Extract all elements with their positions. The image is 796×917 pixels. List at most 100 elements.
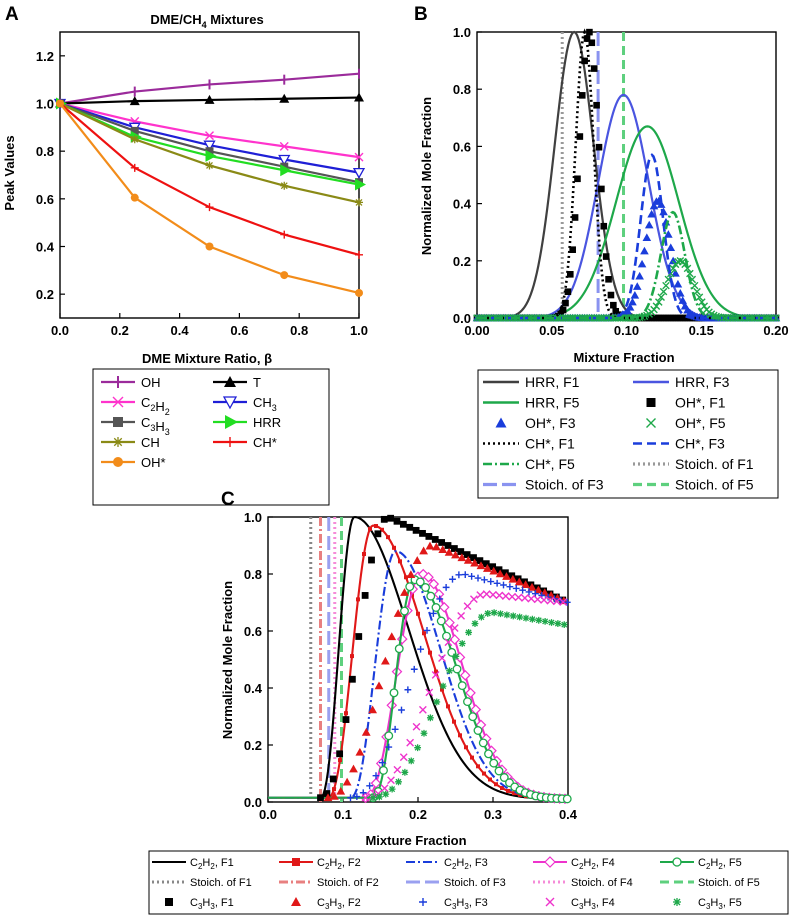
data-point-OH*, F1: [576, 133, 584, 140]
data-point-C3H3, F3: [378, 759, 386, 767]
data-point-CH*: [280, 230, 289, 239]
data-point-C3H3, F1: [361, 592, 369, 599]
legend-label-part: H: [710, 897, 718, 909]
legend-label-part: H: [155, 419, 164, 434]
legend-label-part: , F3: [469, 857, 488, 869]
data-point-C2H2, F2: [470, 755, 474, 760]
panel-b-ylabel: Normalized Mole Fraction: [419, 97, 434, 255]
legend-label-OH: OH: [141, 375, 161, 390]
data-point-C2H2, F4: [465, 687, 476, 699]
data-point-C3H3, F2: [521, 580, 531, 589]
data-point-C3H3, F2: [533, 585, 543, 594]
data-point-C2H2, F5: [405, 582, 415, 592]
data-point-C3H3, F5: [465, 629, 473, 636]
data-point-C3H3, F3: [436, 595, 444, 603]
legend-label-C2H2, F1: C2H2, F1: [190, 857, 234, 871]
data-point-C2H2, F2: [458, 733, 462, 738]
data-point-C3H3, F4: [469, 595, 478, 603]
data-point-C2H2, F5: [421, 583, 430, 592]
legend-label-C3H3: C3H3: [141, 415, 170, 437]
data-point-OH*, F3: [640, 246, 649, 255]
data-point-C2H2, F5: [379, 765, 388, 775]
legend-label-part: C: [444, 897, 452, 909]
data-point-OH*, F1: [569, 246, 576, 253]
data-point-C2H2, F5: [384, 731, 394, 741]
panel-c-x-tick-label: 0.2: [409, 807, 427, 822]
panel-a-y-tick-label: 1.0: [36, 97, 54, 112]
data-point-C3H3, F1: [457, 548, 465, 555]
data-point-C2H2, F5: [457, 681, 467, 691]
legend-label-C2H2, F3: C2H2, F3: [444, 857, 488, 871]
data-point-C3H3, F2: [419, 546, 429, 555]
legend-label-C3H3, F3: C3H3, F3: [444, 897, 488, 911]
data-point-C3H3, F4: [546, 596, 555, 605]
legend-label-part: 2: [325, 862, 330, 871]
data-point-C3H3, F3: [493, 579, 501, 587]
data-point-C3H3, F4: [476, 591, 485, 599]
data-point-C2H2, F2: [416, 611, 420, 616]
data-point-C3H3, F2: [489, 566, 499, 575]
panel-a-title: DME/CH4 Mixtures: [150, 12, 263, 30]
data-point-C3H3, F1: [317, 794, 324, 802]
data-point-OH*, F3: [642, 233, 652, 242]
legend-label-part: 3: [464, 902, 469, 911]
data-point-C2H2, F4: [444, 617, 455, 628]
data-point-C3H3, F4: [552, 597, 561, 606]
data-point-C3H3, F4: [482, 590, 491, 598]
legend-label-part: 3: [210, 902, 215, 911]
legend-label-part: C: [698, 857, 706, 869]
data-point-C3H3, F3: [512, 585, 520, 592]
data-point-C3H3, F5: [452, 653, 460, 660]
data-point-C3H3, F1: [444, 542, 452, 549]
legend-label-CH*, F3: CH*, F3: [675, 436, 725, 452]
data-point-C2H2, F5: [389, 688, 399, 698]
legend-label-part: 2: [198, 862, 203, 871]
data-point-OH*, F5: [652, 302, 661, 311]
data-point-C3H3, F1: [508, 572, 516, 580]
data-point-HRR: [205, 149, 217, 162]
legend-label-part: C: [698, 897, 706, 909]
data-point-C3H3, F2: [406, 570, 416, 579]
data-point-C3H3, F2: [451, 550, 460, 559]
legend-label-HRR: HRR: [253, 415, 281, 430]
legend-label-part: 2: [591, 862, 596, 871]
data-point-C3H3, F4: [520, 594, 529, 602]
data-point-C3H3, F4: [380, 784, 389, 793]
legend-label-OH*, F5: OH*, F5: [675, 415, 726, 431]
legend-label-part: 3: [272, 403, 277, 413]
data-point-C3H3, F2: [329, 791, 339, 800]
legend-label-C3H3, F5: C3H3, F5: [698, 897, 742, 911]
data-point-OH*, F1: [566, 271, 574, 278]
legend-label-part: C: [317, 857, 325, 869]
data-point-C3H3, F1: [501, 569, 509, 577]
data-point-C3H3, F1: [521, 578, 528, 586]
data-point-CH3: [352, 167, 366, 179]
data-point-C3H3, F4: [489, 590, 497, 599]
panel-b-y-tick-label: 0.6: [453, 139, 471, 154]
data-point-C3H3, F3: [391, 725, 399, 733]
legend-marker-CH3: [222, 396, 238, 410]
data-point-CH: [355, 198, 363, 207]
legend-marker-OH*: [113, 457, 123, 467]
legend-label-part: C: [141, 395, 150, 410]
data-point-C3H3, F4: [438, 654, 446, 662]
data-point-C3H3, F3: [531, 590, 539, 598]
data-point-OH*, F1: [583, 35, 591, 42]
data-point-OH*: [355, 288, 363, 297]
data-point-C3H3, F2: [495, 569, 505, 578]
data-point-C2H2: [354, 152, 364, 162]
legend-label-part: 3: [337, 902, 342, 911]
legend-label-part: H: [583, 897, 591, 909]
legend-label-part: H: [202, 857, 210, 869]
data-point-C2H2, F5: [442, 631, 451, 641]
legend-label-part: , F3: [469, 897, 488, 909]
legend-label-Stoich. of F3: Stoich. of F3: [525, 477, 604, 493]
data-point-C3H3, F4: [540, 596, 548, 604]
legend-label-part: C: [571, 857, 579, 869]
panel-a-ylabel: Peak Values: [2, 135, 17, 210]
data-point-OH*, F3: [637, 259, 647, 268]
data-point-C3H3, F1: [431, 536, 439, 543]
data-point-C3H3, F5: [382, 790, 390, 798]
data-point-C3H3, F2: [514, 577, 524, 586]
legend-label-part: 2: [210, 862, 215, 871]
